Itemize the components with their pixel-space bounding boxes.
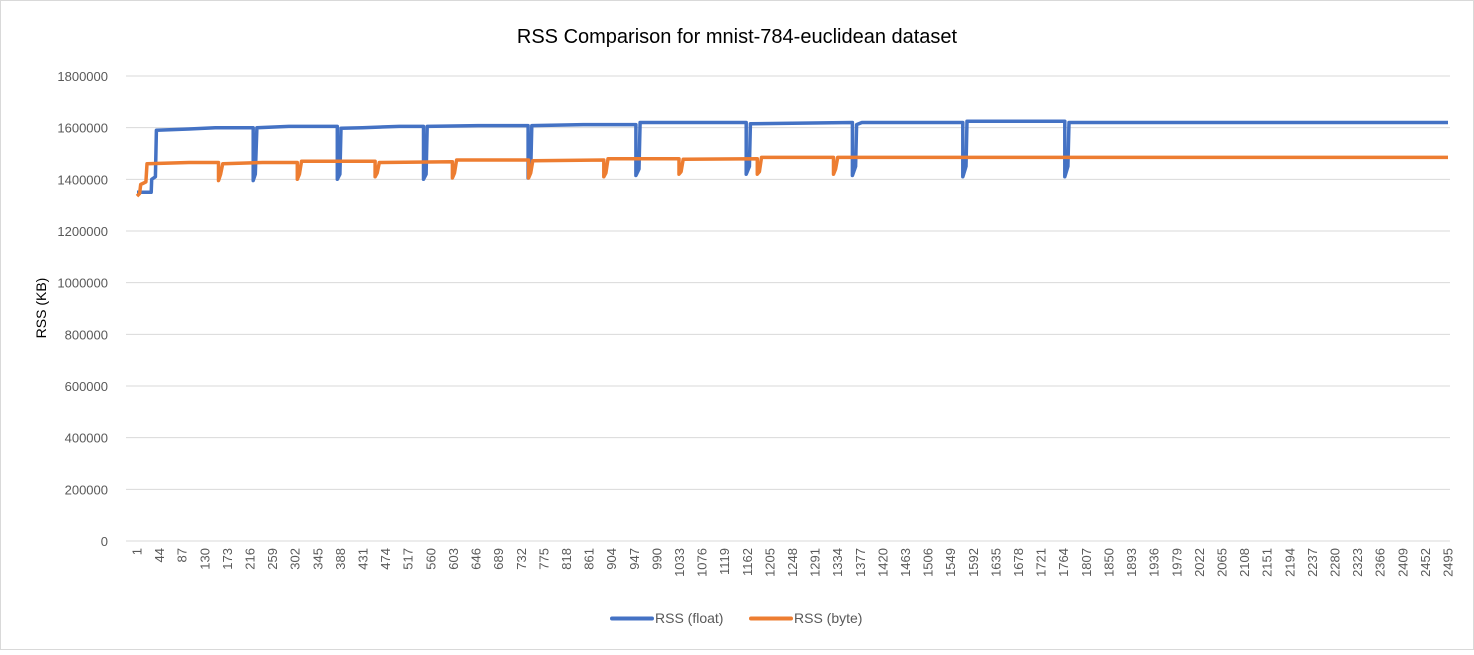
x-tick-label: 1678 — [1011, 548, 1026, 577]
legend-label: RSS (byte) — [794, 610, 862, 626]
x-tick-label: 1248 — [785, 548, 800, 577]
x-tick-label: 2237 — [1305, 548, 1320, 577]
x-tick-label: 1334 — [830, 548, 845, 577]
x-tick-label: 1807 — [1079, 548, 1094, 577]
x-tick-label: 1979 — [1169, 548, 1184, 577]
x-tick-label: 87 — [175, 548, 190, 562]
x-tick-label: 1936 — [1147, 548, 1162, 577]
x-tick-label: 1893 — [1124, 548, 1139, 577]
x-tick-label: 2022 — [1192, 548, 1207, 577]
x-tick-label: 1119 — [717, 548, 732, 575]
x-tick-label: 1850 — [1101, 548, 1116, 577]
x-tick-label: 1764 — [1056, 548, 1071, 577]
x-tick-label: 990 — [649, 548, 664, 570]
x-tick-label: 1635 — [988, 548, 1003, 577]
x-tick-label: 732 — [514, 548, 529, 570]
x-tick-label: 1463 — [898, 548, 913, 577]
x-tick-label: 2151 — [1260, 548, 1275, 577]
x-tick-label: 861 — [582, 548, 597, 570]
x-tick-label: 517 — [401, 548, 416, 570]
x-tick-label: 302 — [288, 548, 303, 570]
x-tick-label: 1721 — [1034, 548, 1049, 577]
x-tick-label: 2194 — [1282, 548, 1297, 577]
x-tick-label: 775 — [536, 548, 551, 570]
y-tick-label: 1800000 — [57, 69, 108, 84]
x-tick-label: 1377 — [853, 548, 868, 577]
y-tick-label: 1600000 — [57, 121, 108, 136]
x-tick-label: 2108 — [1237, 548, 1252, 577]
x-tick-label: 216 — [243, 548, 258, 570]
x-tick-label: 1076 — [695, 548, 710, 577]
x-tick-label: 388 — [333, 548, 348, 570]
y-tick-label: 1000000 — [57, 276, 108, 291]
x-tick-label: 904 — [604, 548, 619, 570]
legend-label: RSS (float) — [655, 610, 723, 626]
x-tick-label: 173 — [220, 548, 235, 570]
x-tick-label: 560 — [423, 548, 438, 570]
y-tick-label: 0 — [101, 534, 108, 549]
x-tick-label: 1033 — [672, 548, 687, 577]
x-tick-label: 1506 — [921, 548, 936, 577]
x-tick-label: 2452 — [1418, 548, 1433, 577]
x-tick-label: 2495 — [1441, 548, 1456, 577]
x-tick-label: 1 — [130, 548, 145, 555]
legend-item-float: RSS (float) — [610, 610, 723, 626]
series-line-byte — [135, 155, 1448, 198]
x-tick-label: 2366 — [1373, 548, 1388, 577]
x-tick-label: 431 — [356, 548, 371, 570]
y-tick-label: 1400000 — [57, 172, 108, 187]
x-tick-label: 474 — [378, 548, 393, 570]
y-tick-label: 1200000 — [57, 224, 108, 239]
x-tick-label: 259 — [265, 548, 280, 570]
x-tick-label: 603 — [446, 548, 461, 570]
x-tick-label: 818 — [559, 548, 574, 570]
x-tick-label: 947 — [627, 548, 642, 570]
x-tick-label: 1162 — [740, 548, 755, 576]
y-axis-label: RSS (KB) — [33, 278, 49, 339]
x-tick-label: 345 — [310, 548, 325, 570]
x-tick-label: 2323 — [1350, 548, 1365, 577]
x-tick-label: 130 — [197, 548, 212, 570]
x-tick-label: 1592 — [966, 548, 981, 577]
y-tick-label: 400000 — [65, 431, 108, 446]
x-tick-label: 2409 — [1395, 548, 1410, 577]
x-tick-label: 2280 — [1327, 548, 1342, 577]
x-tick-label: 44 — [152, 548, 167, 562]
y-tick-label: 200000 — [65, 482, 108, 497]
x-tick-label: 646 — [469, 548, 484, 570]
x-tick-label: 689 — [491, 548, 506, 570]
x-tick-label: 1549 — [943, 548, 958, 577]
legend-item-byte: RSS (byte) — [749, 610, 862, 626]
x-tick-label: 1291 — [808, 548, 823, 577]
y-tick-label: 800000 — [65, 327, 108, 342]
y-tick-label: 600000 — [65, 379, 108, 394]
x-tick-label: 1420 — [875, 548, 890, 577]
chart-title: RSS Comparison for mnist-784-euclidean d… — [517, 26, 958, 48]
x-tick-label: 1205 — [762, 548, 777, 577]
x-tick-label: 2065 — [1214, 548, 1229, 577]
